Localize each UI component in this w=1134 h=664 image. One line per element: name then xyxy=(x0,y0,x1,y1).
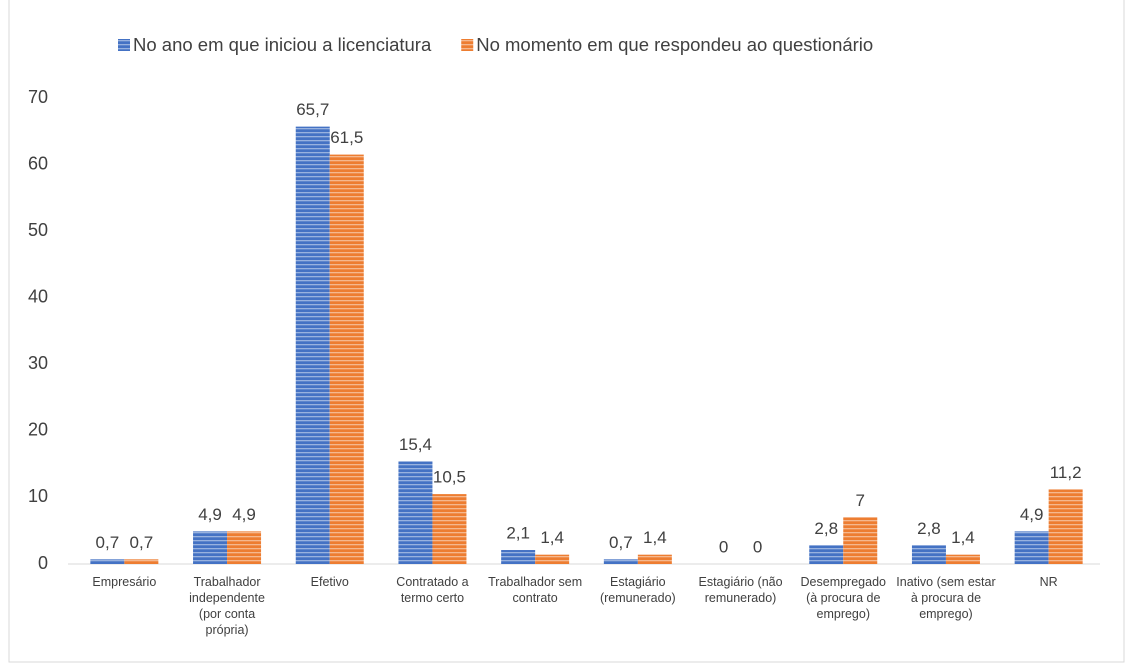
value-label: 0,7 xyxy=(96,533,120,552)
bar xyxy=(911,545,946,564)
value-label: 0,7 xyxy=(609,533,633,552)
value-label: 4,9 xyxy=(198,505,222,524)
value-label: 65,7 xyxy=(296,100,329,119)
y-tick-label: 0 xyxy=(38,553,48,573)
y-tick-label: 10 xyxy=(28,486,48,506)
bar xyxy=(603,559,638,564)
bar xyxy=(843,517,878,564)
value-label: 10,5 xyxy=(433,468,466,487)
x-tick-label: Efetivo xyxy=(310,575,349,589)
value-label: 15,4 xyxy=(399,435,432,454)
chart-frame xyxy=(8,0,1125,663)
value-label: 1,4 xyxy=(951,528,975,547)
y-tick-label: 30 xyxy=(28,353,48,373)
value-label: 11,2 xyxy=(1050,463,1082,482)
bar xyxy=(1048,489,1083,564)
x-tick-label: Desempregado (à procura de emprego) xyxy=(800,575,886,621)
value-label: 2,1 xyxy=(506,524,530,543)
value-label: 4,9 xyxy=(1020,505,1044,524)
value-label: 0,7 xyxy=(130,533,154,552)
value-label: 0 xyxy=(719,537,728,556)
bar xyxy=(809,545,844,564)
y-tick-label: 40 xyxy=(28,286,48,306)
legend-label: No ano em que iniciou a licenciatura xyxy=(133,34,432,55)
value-label: 1,4 xyxy=(540,528,564,547)
value-label: 1,4 xyxy=(643,528,667,547)
bar xyxy=(432,494,467,564)
x-tick-label: Inativo (sem estar à procura de emprego) xyxy=(896,575,996,621)
x-tick-label: Trabalhador sem contrato xyxy=(488,575,583,605)
y-tick-label: 20 xyxy=(28,420,48,440)
bar xyxy=(124,559,159,564)
x-tick-label: Empresário xyxy=(92,575,157,589)
value-label: 2,8 xyxy=(814,519,838,538)
value-label: 7 xyxy=(856,491,865,510)
bar xyxy=(329,154,364,565)
value-label: 0 xyxy=(753,537,762,556)
bar xyxy=(398,461,433,564)
y-tick-label: 60 xyxy=(28,153,48,173)
x-tick-label: NR xyxy=(1039,575,1058,589)
value-label: 61,5 xyxy=(330,128,363,147)
bar xyxy=(535,554,570,564)
value-label: 4,9 xyxy=(232,505,256,524)
value-label: 2,8 xyxy=(917,519,941,538)
legend-swatch xyxy=(118,39,130,51)
x-tick-label: Estagiário (remunerado) xyxy=(599,575,676,605)
legend-label: No momento em que respondeu ao questioná… xyxy=(476,34,873,55)
y-tick-label: 70 xyxy=(28,87,48,107)
bar xyxy=(945,554,980,564)
bar xyxy=(501,550,536,564)
x-tick-label: Trabalhador independente (por conta próp… xyxy=(189,575,265,637)
bar xyxy=(1014,531,1049,564)
bar xyxy=(637,554,672,564)
x-tick-label: Estagiário (não remunerado) xyxy=(698,575,783,605)
bar xyxy=(295,126,330,564)
bar xyxy=(227,531,262,564)
y-tick-label: 50 xyxy=(28,220,48,240)
bar xyxy=(90,559,125,564)
x-tick-label: Contratado a termo certo xyxy=(396,575,469,605)
bar xyxy=(193,531,228,564)
legend-swatch xyxy=(461,39,474,51)
